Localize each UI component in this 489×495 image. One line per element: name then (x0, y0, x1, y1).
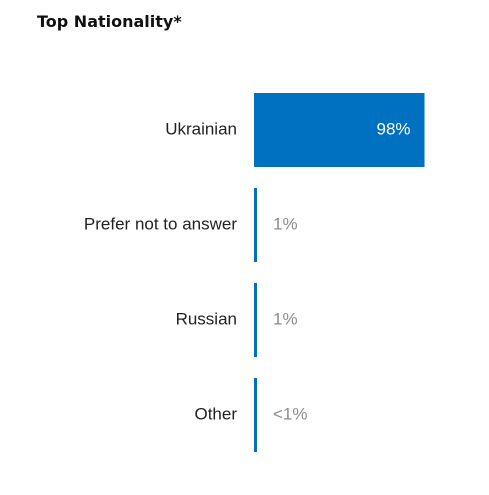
category-label: Russian (176, 309, 237, 328)
value-label: 98% (376, 119, 410, 138)
category-label: Ukrainian (165, 119, 237, 138)
chart-title: Top Nationality* (37, 12, 182, 31)
bar-other (254, 378, 257, 452)
value-label: 1% (273, 309, 298, 328)
bar-prefer-not-to-answer (254, 188, 257, 262)
value-label: <1% (273, 404, 308, 423)
bar-ukrainian (254, 93, 425, 167)
category-label: Other (194, 404, 237, 423)
category-label: Prefer not to answer (84, 214, 237, 233)
value-label: 1% (273, 214, 298, 233)
bar-russian (254, 283, 257, 357)
